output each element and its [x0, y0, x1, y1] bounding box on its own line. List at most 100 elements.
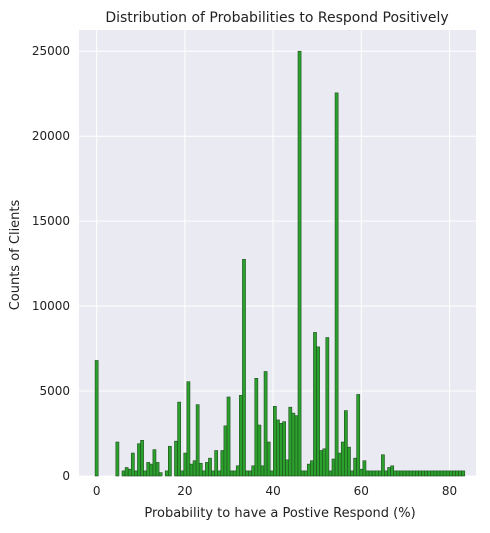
histogram-bar — [396, 470, 401, 477]
histogram-bar — [399, 470, 404, 477]
histogram-bar — [273, 406, 277, 477]
histogram-bar — [408, 470, 413, 477]
histogram-bar — [334, 92, 339, 477]
histogram-bar — [279, 423, 283, 477]
histogram-bar — [192, 460, 197, 477]
histogram-bar — [387, 467, 391, 477]
histogram-bar — [402, 470, 407, 477]
histogram-bar — [183, 452, 188, 477]
histogram-bar — [411, 470, 416, 477]
histogram-bar — [371, 470, 376, 477]
histogram-bar — [201, 470, 206, 477]
histogram-bar — [350, 470, 354, 477]
y-tick-label: 20000 — [32, 129, 70, 143]
histogram-bar — [146, 462, 151, 477]
histogram-bar — [303, 470, 308, 477]
x-tick-label: 0 — [93, 484, 101, 498]
histogram-bar — [257, 424, 262, 477]
histogram-bar — [232, 470, 237, 477]
histogram-bar — [347, 446, 351, 477]
histogram-bar — [393, 470, 398, 477]
histogram-bar — [449, 470, 453, 477]
histogram-bar — [381, 454, 385, 477]
histogram-bar — [245, 470, 249, 477]
histogram-bar — [310, 460, 314, 477]
histogram-bar — [140, 440, 144, 477]
histogram-bars — [94, 50, 466, 477]
histogram-bar — [134, 470, 138, 477]
y-tick-label: 5000 — [39, 384, 70, 398]
histogram-bar — [263, 371, 268, 477]
histogram-bar — [288, 406, 293, 477]
histogram-bar — [198, 462, 203, 477]
histogram-bar — [269, 470, 274, 477]
histogram-bar — [195, 404, 200, 477]
histogram-bar — [260, 465, 265, 477]
histogram-bar — [418, 470, 422, 477]
histogram-bar — [421, 470, 425, 477]
histogram-bar — [220, 450, 225, 477]
histogram-bar — [208, 457, 212, 477]
histogram-bar — [186, 381, 191, 477]
histogram-bar — [223, 425, 228, 477]
histogram-bar — [377, 470, 382, 477]
histogram-bar — [152, 449, 157, 477]
histogram-bar — [452, 470, 456, 477]
histogram-bar — [214, 450, 219, 477]
histogram-bar — [427, 470, 432, 477]
histogram-bar — [384, 470, 388, 477]
histogram-bar — [217, 470, 222, 477]
histogram-bar — [337, 452, 342, 477]
histogram-bar — [291, 412, 296, 477]
histogram-bar — [180, 470, 185, 477]
histogram-bar — [143, 470, 148, 477]
histogram-bar — [177, 401, 181, 477]
histogram-bar — [211, 470, 215, 477]
x-axis-label: Probability to have a Postive Respond (%… — [144, 506, 415, 521]
histogram-bar — [430, 470, 435, 477]
histogram-bar — [325, 337, 330, 477]
histogram-bar — [374, 470, 379, 477]
histogram-bar — [226, 396, 231, 477]
y-tick-label: 10000 — [32, 299, 70, 313]
y-tick-label: 0 — [62, 469, 70, 483]
histogram-bar — [344, 410, 348, 477]
y-axis-label: Counts of Clients — [8, 199, 23, 310]
histogram-bar — [155, 462, 160, 477]
histogram-bar — [331, 458, 336, 477]
histogram-bar — [285, 459, 290, 477]
histogram-bar — [353, 457, 357, 477]
histogram-bar — [436, 470, 441, 477]
histogram-bar — [229, 470, 234, 477]
histogram-bar — [461, 470, 466, 477]
histogram-bar — [362, 460, 367, 477]
histogram-bar — [297, 50, 302, 477]
x-tick-labels: 0 20 40 60 80 — [93, 484, 457, 498]
y-tick-label: 25000 — [32, 44, 70, 58]
histogram-bar — [316, 346, 320, 477]
x-tick-label: 80 — [442, 484, 457, 498]
x-tick-label: 20 — [177, 484, 192, 498]
histogram-bar — [248, 470, 252, 477]
histogram-bar — [322, 448, 327, 477]
histogram-bar — [340, 441, 345, 477]
histogram-bar — [356, 394, 361, 477]
y-tick-label: 15000 — [32, 214, 70, 228]
chart-title: Distribution of Probabilities to Respond… — [105, 10, 448, 26]
histogram-bar — [455, 470, 459, 477]
histogram-bar — [424, 470, 428, 477]
histogram-bar — [94, 360, 99, 477]
x-tick-label: 40 — [265, 484, 280, 498]
histogram-bar — [235, 465, 240, 477]
histogram-bar — [390, 465, 395, 477]
histogram-bar — [251, 465, 256, 477]
histogram-bar — [168, 445, 172, 477]
histogram-bar — [458, 470, 462, 477]
histogram-bar — [359, 468, 364, 477]
histogram-bar — [445, 470, 450, 477]
histogram-bar — [294, 415, 299, 477]
plot-area — [79, 30, 476, 476]
histogram-bar — [415, 470, 419, 477]
histogram-bar — [282, 421, 286, 477]
